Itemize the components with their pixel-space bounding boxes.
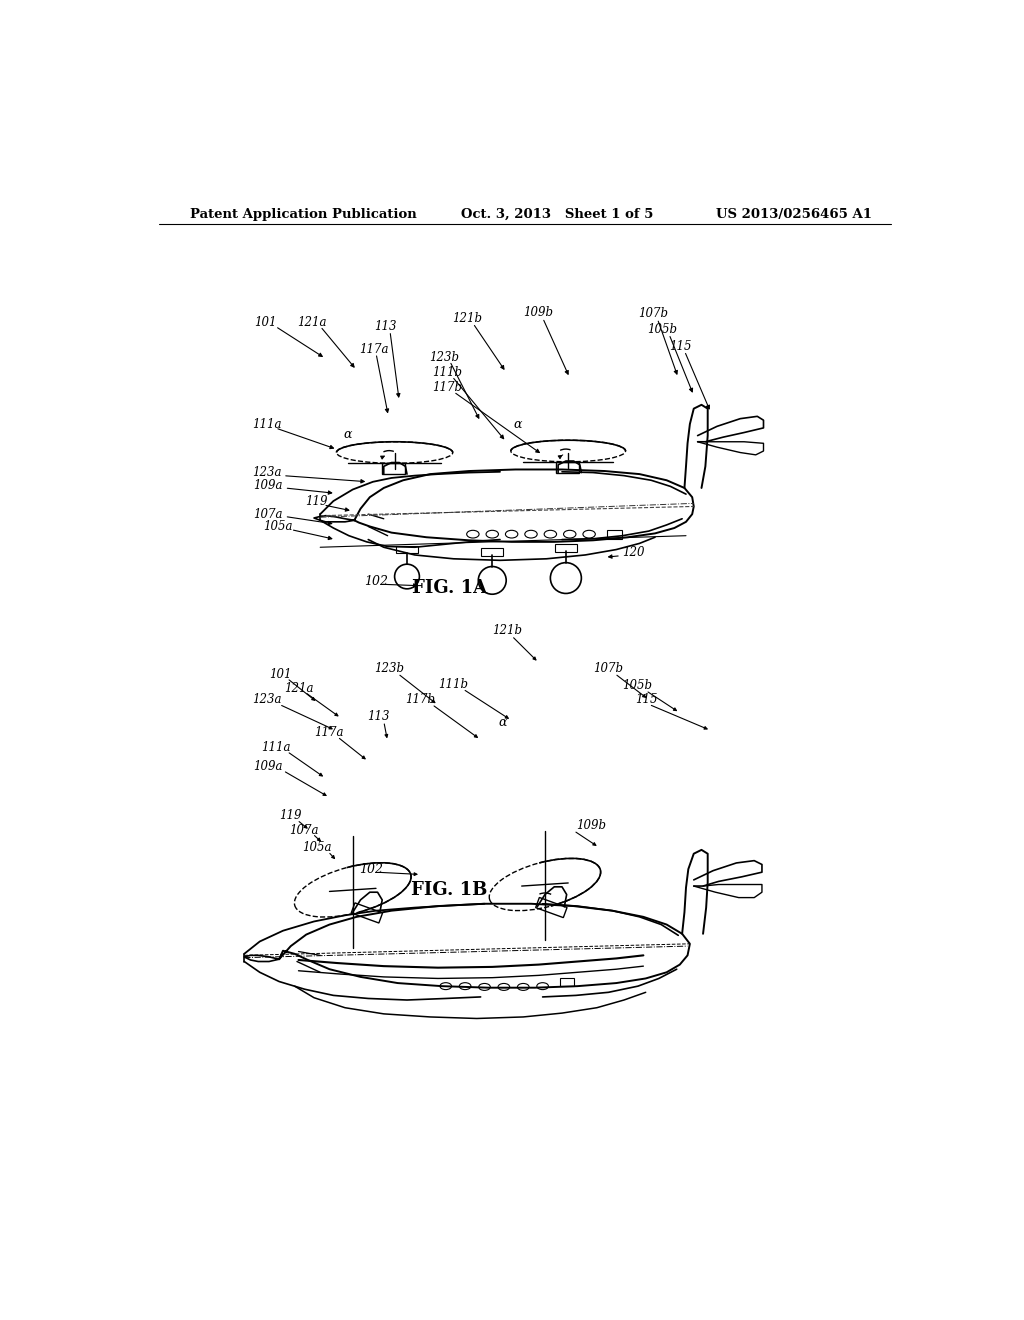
Text: 113: 113	[375, 319, 397, 333]
Bar	[555, 544, 577, 552]
Text: 121a: 121a	[297, 315, 327, 329]
Text: 109b: 109b	[575, 820, 606, 833]
Text: FIG. 1A: FIG. 1A	[412, 579, 487, 597]
Text: 107a: 107a	[254, 508, 283, 520]
Text: 117a: 117a	[359, 343, 388, 356]
Text: 105b: 105b	[647, 323, 677, 335]
Text: 119: 119	[280, 809, 302, 822]
Bar	[382, 463, 406, 474]
Bar	[351, 903, 383, 923]
Text: 107b: 107b	[638, 308, 668, 321]
Text: 111b: 111b	[438, 677, 468, 690]
Text: 119: 119	[305, 495, 328, 508]
Text: 101: 101	[269, 668, 292, 681]
Text: 102: 102	[359, 862, 383, 875]
Text: α: α	[343, 428, 352, 441]
Text: 117b: 117b	[406, 693, 435, 706]
Text: 111a: 111a	[261, 741, 291, 754]
Text: 111b: 111b	[432, 366, 462, 379]
Text: 109b: 109b	[523, 306, 553, 319]
Text: 123b: 123b	[375, 663, 404, 676]
Text: 117a: 117a	[314, 726, 343, 739]
Text: 102: 102	[365, 576, 388, 589]
Bar	[556, 462, 579, 473]
Text: 105a: 105a	[302, 841, 332, 854]
Text: 121b: 121b	[493, 624, 522, 638]
Bar	[536, 898, 567, 917]
Text: Oct. 3, 2013   Sheet 1 of 5: Oct. 3, 2013 Sheet 1 of 5	[461, 209, 653, 222]
Text: α: α	[499, 717, 507, 730]
Text: 101: 101	[254, 315, 276, 329]
Text: 117b: 117b	[432, 381, 462, 395]
Bar	[481, 548, 503, 556]
Text: FIG. 1B: FIG. 1B	[412, 880, 487, 899]
Text: 115: 115	[636, 693, 658, 706]
Text: α: α	[514, 417, 522, 430]
Text: 121b: 121b	[452, 312, 482, 325]
Text: Patent Application Publication: Patent Application Publication	[190, 209, 417, 222]
Bar	[607, 529, 623, 539]
Text: 109a: 109a	[254, 479, 283, 492]
Text: 120: 120	[623, 546, 645, 560]
Text: 123b: 123b	[429, 351, 459, 363]
Text: 105b: 105b	[623, 680, 652, 693]
Text: 111a: 111a	[252, 417, 282, 430]
Text: 105a: 105a	[263, 520, 292, 533]
Text: 107a: 107a	[289, 824, 318, 837]
Text: 109a: 109a	[254, 760, 283, 774]
Bar	[396, 545, 418, 553]
Text: US 2013/0256465 A1: US 2013/0256465 A1	[716, 209, 872, 222]
Text: 121a: 121a	[285, 681, 314, 694]
Text: 107b: 107b	[593, 663, 623, 676]
Text: 123a: 123a	[252, 466, 282, 479]
Bar	[560, 978, 574, 986]
Text: 113: 113	[367, 710, 389, 723]
Text: 115: 115	[669, 339, 691, 352]
Text: 123a: 123a	[252, 693, 282, 706]
